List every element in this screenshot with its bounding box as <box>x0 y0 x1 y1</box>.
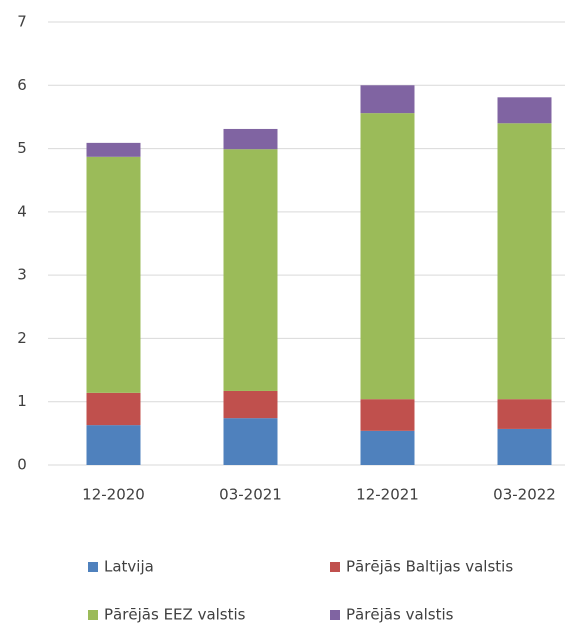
bar-segment <box>360 399 415 431</box>
legend-label: Pārējās Baltijas valstis <box>346 558 513 576</box>
y-tick-label: 7 <box>17 13 27 31</box>
y-tick-label: 1 <box>17 392 27 410</box>
bar-segment <box>497 428 552 465</box>
bar-segment <box>360 113 415 400</box>
bar-segment <box>86 156 141 393</box>
bar-segment <box>497 399 552 429</box>
y-tick-label: 0 <box>17 456 27 474</box>
bar-segment <box>86 142 141 157</box>
bar-segment <box>223 418 278 465</box>
y-tick-label: 3 <box>17 266 27 284</box>
x-tick-label: 03-2021 <box>219 486 282 504</box>
legend-label: Latvija <box>104 558 154 576</box>
bar-segment <box>223 149 278 391</box>
x-tick-label: 12-2020 <box>82 486 145 504</box>
y-tick-label: 2 <box>17 329 27 347</box>
legend-swatch <box>330 562 340 572</box>
bar-segment <box>360 430 415 465</box>
legend-label: Pārējās EEZ valstis <box>104 606 246 624</box>
x-tick-label: 03-2022 <box>493 486 556 504</box>
y-tick-label: 6 <box>17 76 27 94</box>
bar-segment <box>497 97 552 124</box>
legend-label: Pārējās valstis <box>346 606 454 624</box>
legend-swatch <box>330 610 340 620</box>
bar-segment <box>360 85 415 114</box>
bar-segment <box>497 123 552 400</box>
bar-segment <box>86 392 141 426</box>
x-tick-label: 12-2021 <box>356 486 419 504</box>
y-tick-label: 5 <box>17 139 27 157</box>
bar-segment <box>223 390 278 419</box>
legend-swatch <box>88 562 98 572</box>
bar-segment <box>86 425 141 465</box>
legend-swatch <box>88 610 98 620</box>
y-tick-label: 4 <box>17 202 27 220</box>
bar-segment <box>223 128 278 150</box>
